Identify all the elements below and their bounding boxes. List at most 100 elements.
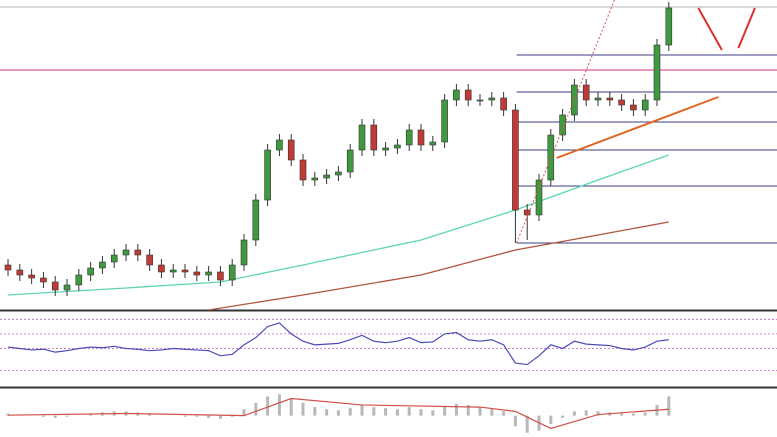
candle-body — [476, 99, 484, 102]
candle-body — [311, 177, 319, 181]
candle-body — [205, 271, 212, 276]
histogram-bar — [336, 410, 340, 416]
histogram-bar — [41, 415, 45, 417]
histogram-bar — [207, 415, 211, 418]
histogram-bar — [667, 396, 671, 416]
histogram-bar — [631, 413, 635, 416]
histogram-bar — [348, 408, 352, 416]
candle-body — [264, 149, 271, 201]
candle-body — [193, 271, 201, 276]
candle-body — [299, 159, 307, 181]
histogram-bar — [325, 409, 329, 416]
histogram-bar — [230, 415, 234, 417]
candle-body — [559, 114, 566, 136]
candle-body — [535, 179, 543, 216]
candle-body — [252, 199, 260, 241]
histogram-bar — [549, 415, 553, 425]
candle-body — [228, 264, 236, 281]
candle-body — [276, 139, 283, 151]
candle-body — [488, 97, 496, 101]
candle-body — [169, 269, 177, 273]
candle-body — [512, 109, 519, 211]
candle-body — [606, 97, 614, 101]
histogram-bar — [502, 411, 506, 416]
histogram-bar — [360, 404, 364, 416]
histogram-bar — [572, 411, 576, 416]
histogram-bar — [53, 415, 57, 418]
histogram-bar — [643, 412, 647, 416]
candle-body — [51, 281, 59, 291]
candle-body — [99, 261, 106, 269]
histogram-bar — [419, 409, 423, 416]
candle-body — [653, 44, 661, 101]
candle-body — [394, 144, 401, 149]
histogram-bar — [301, 402, 305, 416]
candle-body — [158, 264, 165, 273]
candle-body — [335, 171, 342, 176]
candle-body — [346, 149, 354, 173]
candle-body — [370, 124, 378, 151]
histogram-bar — [277, 394, 281, 416]
candle-body — [464, 89, 472, 101]
histogram-bar — [443, 406, 447, 416]
histogram-bar — [620, 413, 624, 416]
candle-body — [110, 254, 118, 263]
histogram-bar — [584, 410, 588, 416]
histogram-bar — [490, 409, 494, 416]
candle-body — [87, 267, 94, 276]
candle-body — [217, 271, 224, 281]
candle-body — [146, 254, 153, 266]
candle-body — [16, 269, 24, 276]
candle-body — [134, 249, 142, 256]
histogram-bar — [431, 410, 435, 416]
candle-body — [429, 141, 437, 146]
candle-body — [453, 89, 460, 101]
histogram-bar — [561, 415, 565, 418]
histogram-bar — [466, 404, 470, 416]
candle-body — [240, 239, 248, 266]
candle-body — [665, 7, 673, 46]
candle-body — [618, 99, 625, 106]
histogram-bar — [395, 409, 399, 416]
candle-body — [405, 129, 413, 146]
candle-body — [28, 274, 35, 279]
histogram-bar — [384, 408, 388, 416]
histogram-bar — [313, 407, 317, 416]
histogram-bar — [372, 407, 376, 416]
histogram-bar — [266, 396, 270, 416]
histogram-bar — [218, 415, 222, 419]
candle-body — [75, 274, 83, 286]
trend-line — [737, 7, 756, 49]
candle-body — [181, 269, 189, 273]
histogram-bar — [148, 413, 152, 416]
candle-body — [63, 284, 71, 291]
candle-body — [358, 124, 366, 151]
rsi-line — [7, 322, 669, 366]
histogram-bar — [513, 415, 517, 427]
moving-average — [7, 154, 670, 296]
histogram-bar — [6, 413, 10, 416]
histogram-bar — [183, 415, 187, 417]
histogram-bar — [478, 407, 482, 416]
signal-line — [8, 397, 669, 430]
candle-body — [382, 147, 389, 151]
trend-line — [697, 7, 723, 51]
candle-body — [523, 209, 531, 216]
moving-average — [208, 221, 669, 311]
trend-line — [556, 96, 719, 159]
candle-body — [4, 264, 12, 271]
candle-body — [630, 104, 637, 111]
candle-body — [500, 97, 507, 111]
histogram-bar — [254, 402, 258, 416]
histogram-bar — [596, 411, 600, 416]
histogram-bar — [454, 403, 458, 416]
histogram-bar — [407, 407, 411, 416]
candle-body — [441, 99, 448, 143]
candle-body — [287, 139, 295, 161]
candle-body — [323, 174, 330, 179]
histogram-bar — [65, 415, 69, 417]
candle-body — [122, 249, 130, 256]
candle-body — [594, 97, 602, 101]
candle-body — [571, 84, 578, 116]
